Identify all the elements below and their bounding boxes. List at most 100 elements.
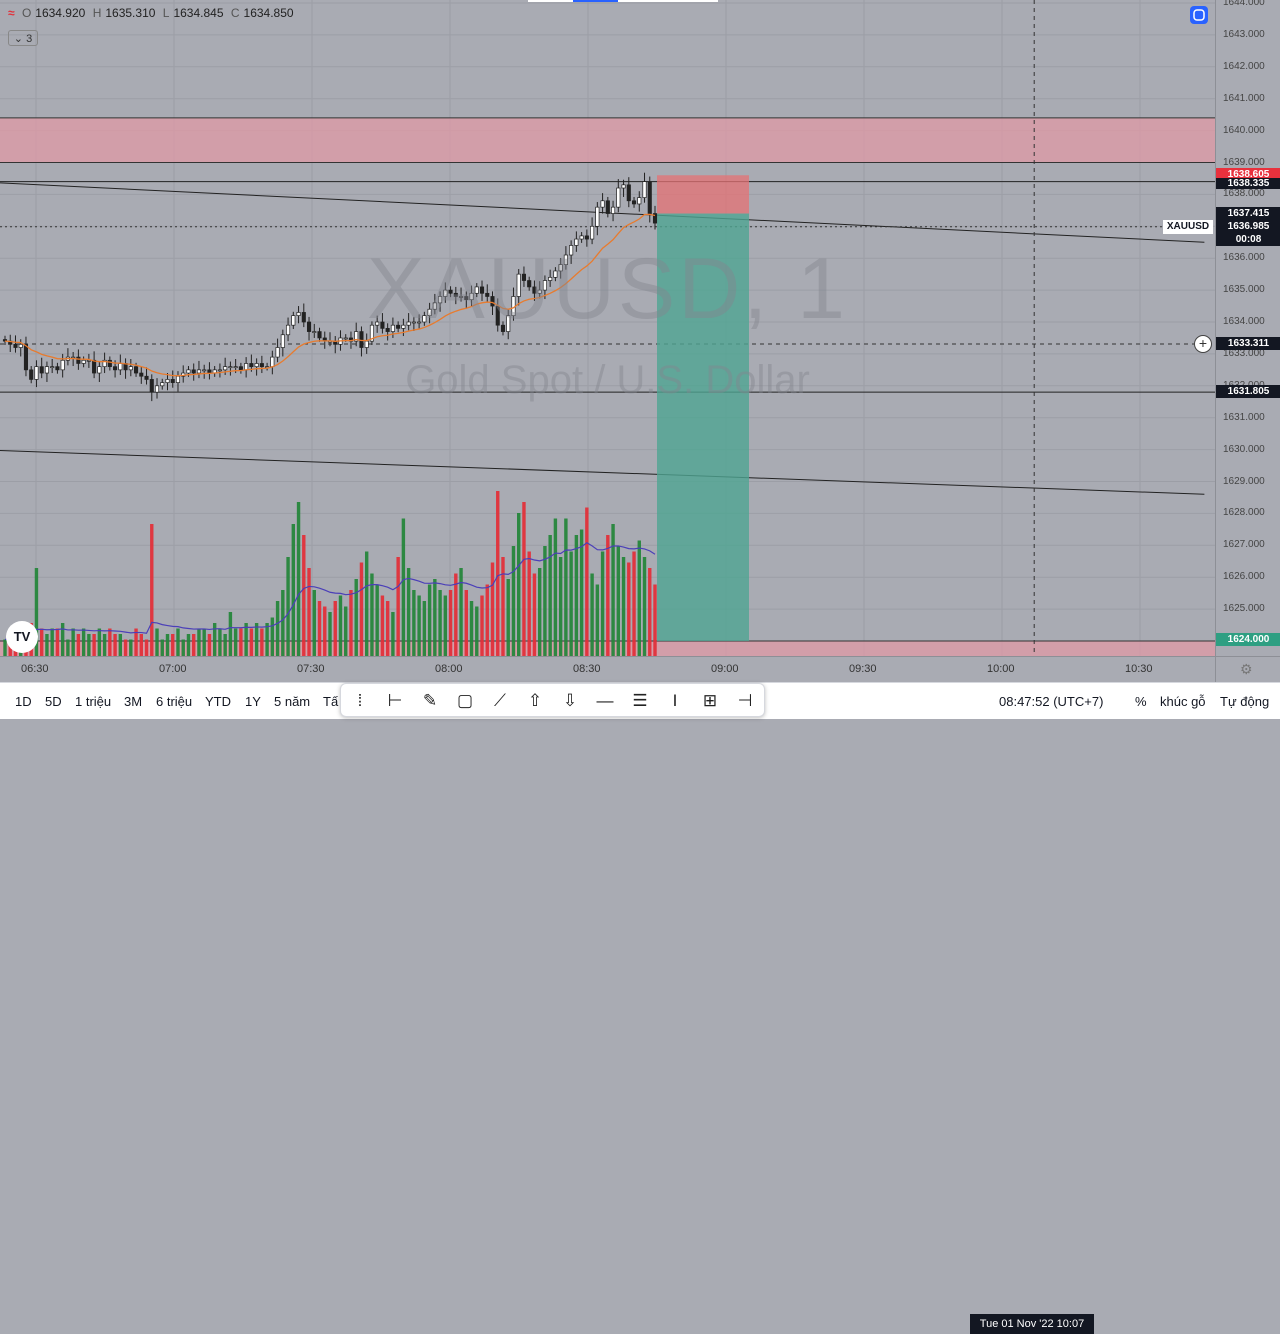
ohlc-legend: ≈ O 1634.920 H 1635.310 L 1634.845 C 1634.85…: [8, 6, 298, 24]
candle: [191, 369, 196, 374]
arrow-up-icon[interactable]: ⇧: [527, 691, 543, 710]
volume-bar: [522, 502, 526, 656]
drag-handle-icon[interactable]: ⁞: [357, 691, 363, 710]
candle: [474, 286, 479, 294]
price-tick-label: 1633.000: [1223, 347, 1265, 359]
tradingview-logo[interactable]: TV: [6, 621, 38, 653]
volume-average-line: [4, 542, 656, 641]
volume-bar: [291, 524, 296, 656]
range-3m[interactable]: 3M: [124, 694, 143, 709]
candle: [626, 184, 631, 202]
range-5d[interactable]: 5D: [45, 694, 62, 709]
volume-bar: [438, 590, 442, 656]
close-value: 1634.850: [243, 6, 294, 20]
candle: [29, 369, 34, 380]
candle: [217, 369, 222, 372]
volume-bar: [579, 529, 584, 656]
candle: [600, 200, 605, 208]
percent-toggle[interactable]: %: [1135, 694, 1147, 709]
range-1y[interactable]: 1Y: [245, 694, 261, 709]
fib-retracement-icon[interactable]: ☰: [632, 691, 648, 710]
clock[interactable]: 08:47:52 (UTC+7): [999, 694, 1104, 709]
candle: [254, 363, 259, 368]
volume-bar: [87, 634, 91, 656]
volume-bar: [506, 579, 510, 656]
candle: [160, 382, 165, 387]
top-tab-active[interactable]: [573, 0, 618, 2]
candle: [443, 289, 448, 297]
range-ytd[interactable]: YTD: [205, 694, 231, 709]
price-range-icon[interactable]: ⊞: [702, 691, 718, 710]
range-6m[interactable]: 6 triệu: [156, 694, 193, 709]
volume-bar: [422, 601, 427, 656]
price-tick-label: 1627.000: [1223, 539, 1265, 551]
candle: [170, 379, 175, 383]
add-alert-plus-icon[interactable]: +: [1194, 335, 1212, 353]
volume-bar: [81, 628, 86, 656]
candle: [385, 328, 390, 332]
volume-bar: [207, 634, 212, 656]
candle: [165, 379, 170, 383]
candle: [60, 359, 65, 371]
volume-bar: [66, 639, 70, 656]
candle: [637, 197, 642, 205]
position-stop-zone[interactable]: [657, 175, 749, 214]
time-tick-label: 09:00: [711, 663, 739, 675]
range-1m[interactable]: 1 triệu: [75, 694, 112, 709]
chart-area[interactable]: XAUUSD, 1 Gold Spot / U.S. Dollar ≈ O 163…: [0, 0, 1215, 656]
price-axis[interactable]: 1624.000 1625.000 1626.000 1627.000 1628.000…: [1215, 0, 1280, 656]
position-target-zone[interactable]: [657, 213, 749, 642]
long-position-icon[interactable]: ⊢: [387, 691, 403, 710]
indicator-collapse-button[interactable]: ⌄ 3: [8, 30, 38, 46]
log-toggle[interactable]: khúc gỗ: [1160, 694, 1206, 709]
candle: [396, 324, 401, 329]
volume-bar: [517, 513, 521, 656]
resistance-zone[interactable]: [0, 117, 1215, 163]
candle: [401, 324, 406, 329]
date-price-range-icon[interactable]: ⊣: [737, 691, 753, 710]
watermark-symbol: XAUUSD, 1: [366, 241, 849, 337]
axis-settings-corner[interactable]: ⚙: [1215, 656, 1280, 682]
candle: [107, 359, 112, 368]
trend-line-icon[interactable]: ⟋: [494, 691, 506, 710]
candle: [542, 280, 547, 291]
candle: [76, 356, 81, 364]
time-axis[interactable]: 06:30 07:00 07:30 08:00 08:30 09:00 09:30 10:00…: [0, 656, 1215, 1334]
range-all[interactable]: Tấ: [323, 694, 339, 709]
candle: [611, 206, 616, 214]
volume-bar: [391, 612, 395, 656]
volume-bar: [616, 546, 621, 656]
sync-icon[interactable]: [1190, 6, 1208, 24]
gear-icon[interactable]: ⚙: [1240, 661, 1253, 677]
candle: [569, 245, 574, 256]
date-range-icon[interactable]: I: [672, 691, 678, 710]
top-tab-strip[interactable]: [528, 0, 718, 2]
volume-bar: [401, 518, 406, 656]
candle: [464, 296, 469, 301]
candle: [616, 187, 621, 208]
candle: [154, 385, 160, 393]
trend-line[interactable]: [0, 182, 1205, 243]
range-5y[interactable]: 5 năm: [274, 694, 311, 709]
candle: [44, 366, 49, 374]
arrow-down-icon[interactable]: ⇩: [562, 691, 578, 710]
volume-bar: [648, 568, 652, 656]
volume-bar: [496, 491, 500, 656]
volume-bar: [344, 606, 348, 656]
volume-bar: [653, 584, 657, 656]
price-tick-label: 1629.000: [1223, 475, 1265, 487]
range-1d[interactable]: 1D: [15, 694, 32, 709]
price-chart[interactable]: [0, 0, 1215, 656]
wave-icon[interactable]: ≈: [8, 6, 15, 20]
rectangle-icon[interactable]: ▢: [456, 691, 474, 710]
auto-toggle[interactable]: Tự động: [1220, 694, 1270, 709]
trend-line[interactable]: [0, 449, 1205, 495]
brush-icon[interactable]: ✎: [422, 691, 438, 710]
time-tick-label: 08:00: [435, 663, 463, 675]
volume-bar: [532, 573, 537, 656]
candle: [422, 315, 427, 323]
candle: [139, 372, 144, 377]
horizontal-line-icon[interactable]: —: [596, 691, 614, 710]
volume-bar: [448, 590, 453, 656]
candle: [186, 369, 191, 374]
